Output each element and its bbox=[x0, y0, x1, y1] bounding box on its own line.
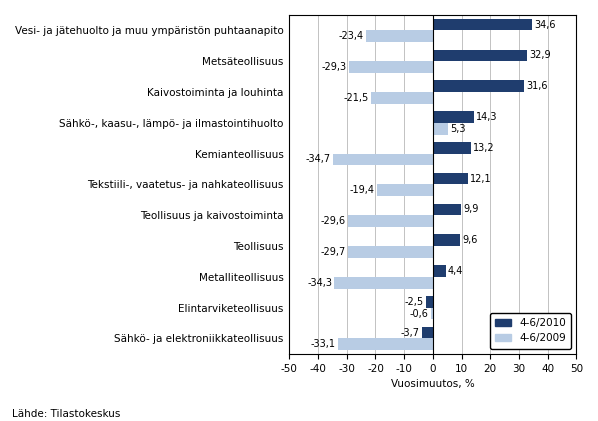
X-axis label: Vuosimuutos, %: Vuosimuutos, % bbox=[391, 379, 475, 389]
Bar bbox=[433, 19, 532, 30]
Text: 31,6: 31,6 bbox=[526, 81, 547, 91]
Text: -29,6: -29,6 bbox=[321, 216, 346, 226]
Text: -3,7: -3,7 bbox=[401, 328, 420, 338]
Bar bbox=[431, 308, 433, 320]
Bar bbox=[433, 203, 461, 215]
Bar bbox=[433, 123, 448, 135]
Text: -33,1: -33,1 bbox=[310, 339, 335, 349]
Text: 13,2: 13,2 bbox=[473, 143, 495, 153]
Bar bbox=[338, 338, 433, 350]
Bar bbox=[433, 234, 460, 246]
Legend: 4-6/2010, 4-6/2009: 4-6/2010, 4-6/2009 bbox=[490, 313, 571, 349]
Bar bbox=[422, 327, 433, 338]
Text: 4,4: 4,4 bbox=[448, 266, 463, 276]
Bar bbox=[433, 142, 471, 154]
Bar bbox=[348, 215, 433, 227]
Text: 5,3: 5,3 bbox=[450, 124, 466, 134]
Bar bbox=[333, 154, 433, 165]
Bar bbox=[371, 92, 433, 104]
Text: -34,7: -34,7 bbox=[306, 155, 331, 165]
Text: -29,7: -29,7 bbox=[320, 247, 345, 257]
Text: -0,6: -0,6 bbox=[410, 309, 429, 319]
Text: 12,1: 12,1 bbox=[470, 173, 492, 184]
Bar bbox=[426, 296, 433, 308]
Bar bbox=[433, 111, 474, 123]
Text: -29,3: -29,3 bbox=[321, 62, 346, 72]
Bar bbox=[433, 50, 527, 61]
Bar bbox=[433, 80, 524, 92]
Text: -23,4: -23,4 bbox=[338, 31, 364, 41]
Text: 32,9: 32,9 bbox=[530, 51, 551, 60]
Text: 14,3: 14,3 bbox=[476, 112, 498, 122]
Text: -19,4: -19,4 bbox=[350, 185, 375, 195]
Text: 9,6: 9,6 bbox=[463, 235, 478, 245]
Text: 9,9: 9,9 bbox=[463, 204, 479, 214]
Bar bbox=[433, 265, 446, 277]
Bar bbox=[349, 61, 433, 73]
Bar bbox=[433, 173, 468, 184]
Bar bbox=[347, 246, 433, 258]
Bar bbox=[377, 184, 433, 196]
Text: -2,5: -2,5 bbox=[404, 297, 423, 307]
Bar bbox=[334, 277, 433, 288]
Text: -21,5: -21,5 bbox=[344, 93, 369, 103]
Text: -34,3: -34,3 bbox=[307, 278, 332, 288]
Bar bbox=[366, 30, 433, 42]
Text: Lähde: Tilastokeskus: Lähde: Tilastokeskus bbox=[12, 409, 120, 419]
Text: 34,6: 34,6 bbox=[535, 19, 556, 29]
